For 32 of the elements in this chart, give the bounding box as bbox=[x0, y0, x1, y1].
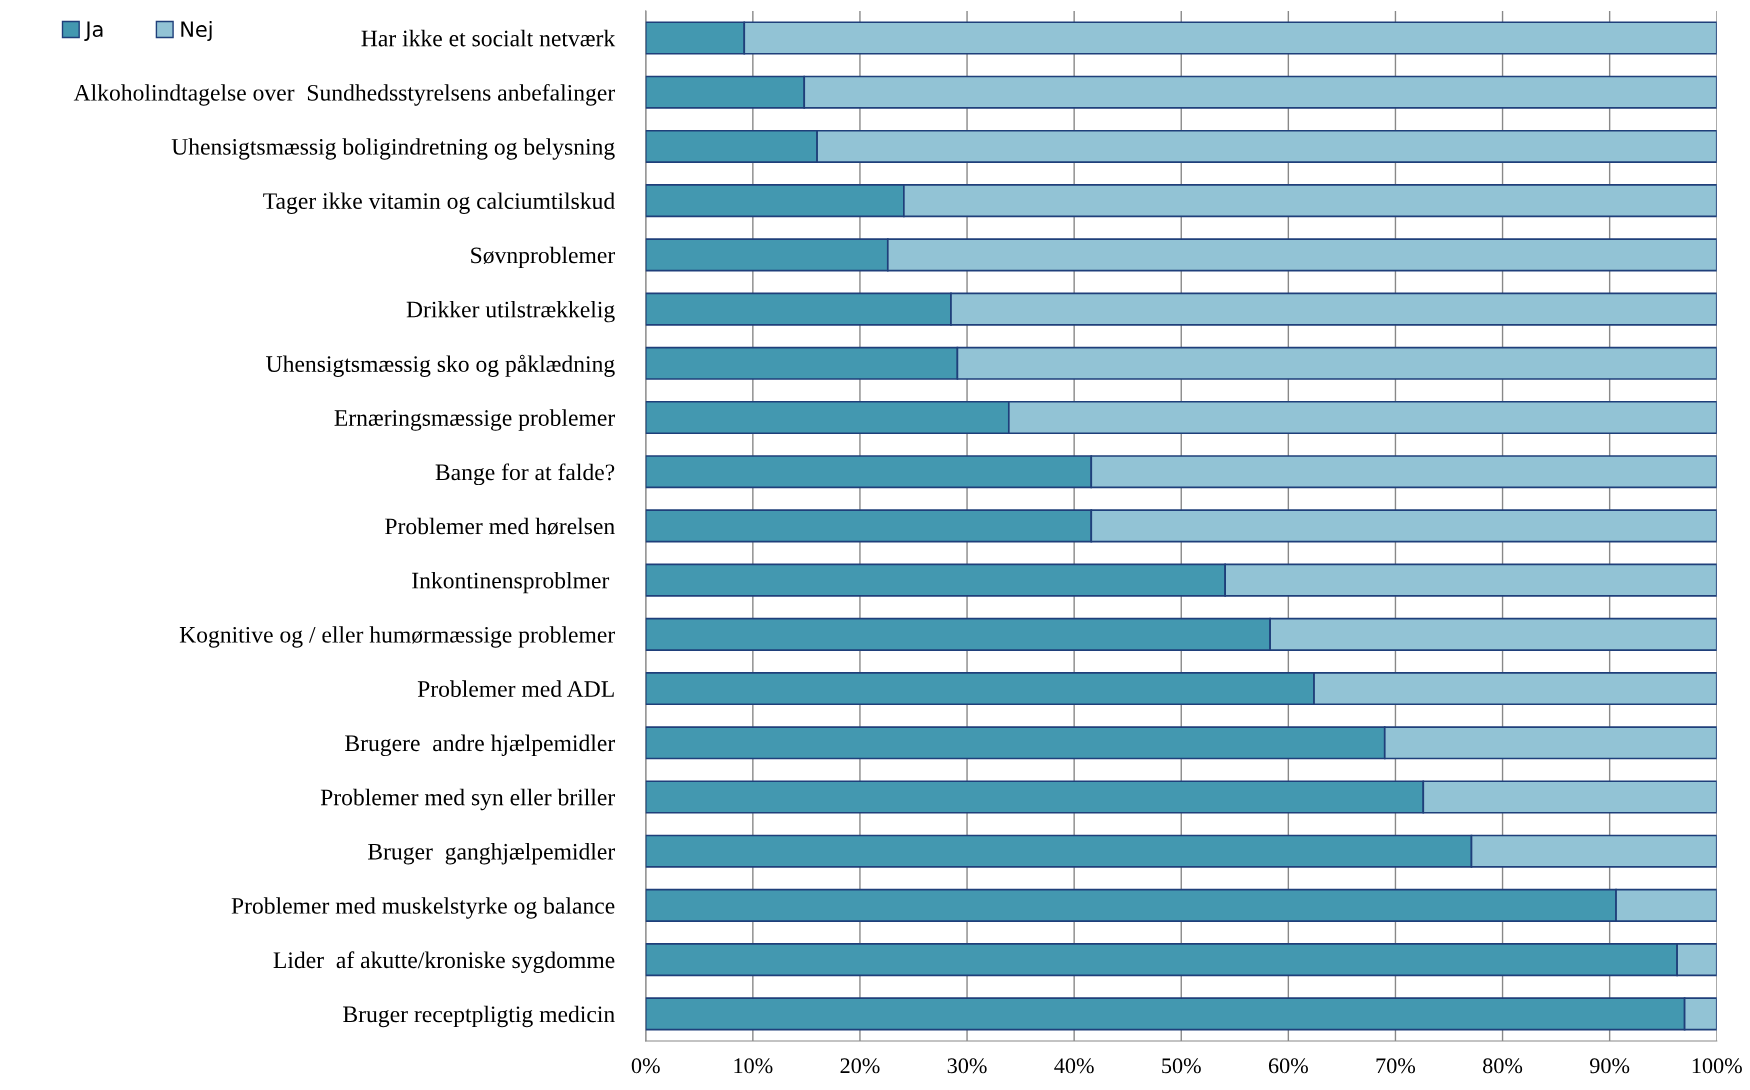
y-tick-label: Tager ikke vitamin og calciumtilskud bbox=[263, 192, 615, 214]
y-tick-label: Bruger receptpligtig medicin bbox=[343, 1005, 615, 1028]
y-tick-label: Problemer med muskelstyrke og balance bbox=[231, 897, 615, 919]
y-tick-label: Inkontinensproblmer bbox=[412, 571, 610, 594]
y-tick-label: Problemer med syn eller briller bbox=[320, 788, 615, 811]
x-tick-label: 70% bbox=[1376, 1058, 1416, 1074]
y-tick-label: Drikker utilstrækkelig bbox=[406, 300, 615, 323]
x-tick-label: 20% bbox=[840, 1058, 880, 1074]
x-tick-label: 60% bbox=[1268, 1058, 1308, 1074]
x-tick-label: 90% bbox=[1590, 1058, 1630, 1074]
y-tick-label: Bruger ganghjælpemidler bbox=[368, 843, 615, 865]
y-tick-label: Alkoholindtagelse over Sundhedsstyrelsens anbefalinger bbox=[73, 83, 615, 106]
y-tick-label: Uhensigtsmæssig sko og påklædning bbox=[266, 354, 615, 377]
x-tick-label: 100% bbox=[1692, 1058, 1742, 1074]
legend-label: Ja bbox=[84, 21, 103, 41]
x-tick-label: 10% bbox=[734, 1058, 773, 1074]
x-tick-label: 30% bbox=[947, 1058, 987, 1074]
y-tick-label: Uhensigtsmæssig boligindretning og belysning bbox=[171, 138, 615, 160]
y-tick-label: Problemer med hørelsen bbox=[385, 517, 615, 536]
y-tick-label: Søvnproblemer bbox=[471, 246, 615, 269]
y-tick-label: Har ikke et socialt netværk bbox=[361, 29, 616, 47]
y-tick-label: Ernæringsmæssige problemer bbox=[334, 409, 615, 431]
x-tick-label: 0% bbox=[631, 1058, 660, 1074]
x-tick-label: 80% bbox=[1483, 1058, 1523, 1074]
x-tick-label: 50% bbox=[1162, 1058, 1201, 1074]
y-tick-label: Problemer med ADL bbox=[417, 680, 614, 697]
y-tick-label: Brugere andre hjælpemidler bbox=[345, 734, 615, 757]
y-tick-label: Lider af akutte/kroniske sygdomme bbox=[273, 951, 615, 974]
x-tick-label: 40% bbox=[1054, 1058, 1094, 1074]
y-tick-label: Kognitive og / eller humørmæssige problemer bbox=[179, 626, 615, 648]
y-tick-label: Bange for at falde? bbox=[435, 463, 615, 486]
legend-label: Nej bbox=[181, 20, 212, 42]
